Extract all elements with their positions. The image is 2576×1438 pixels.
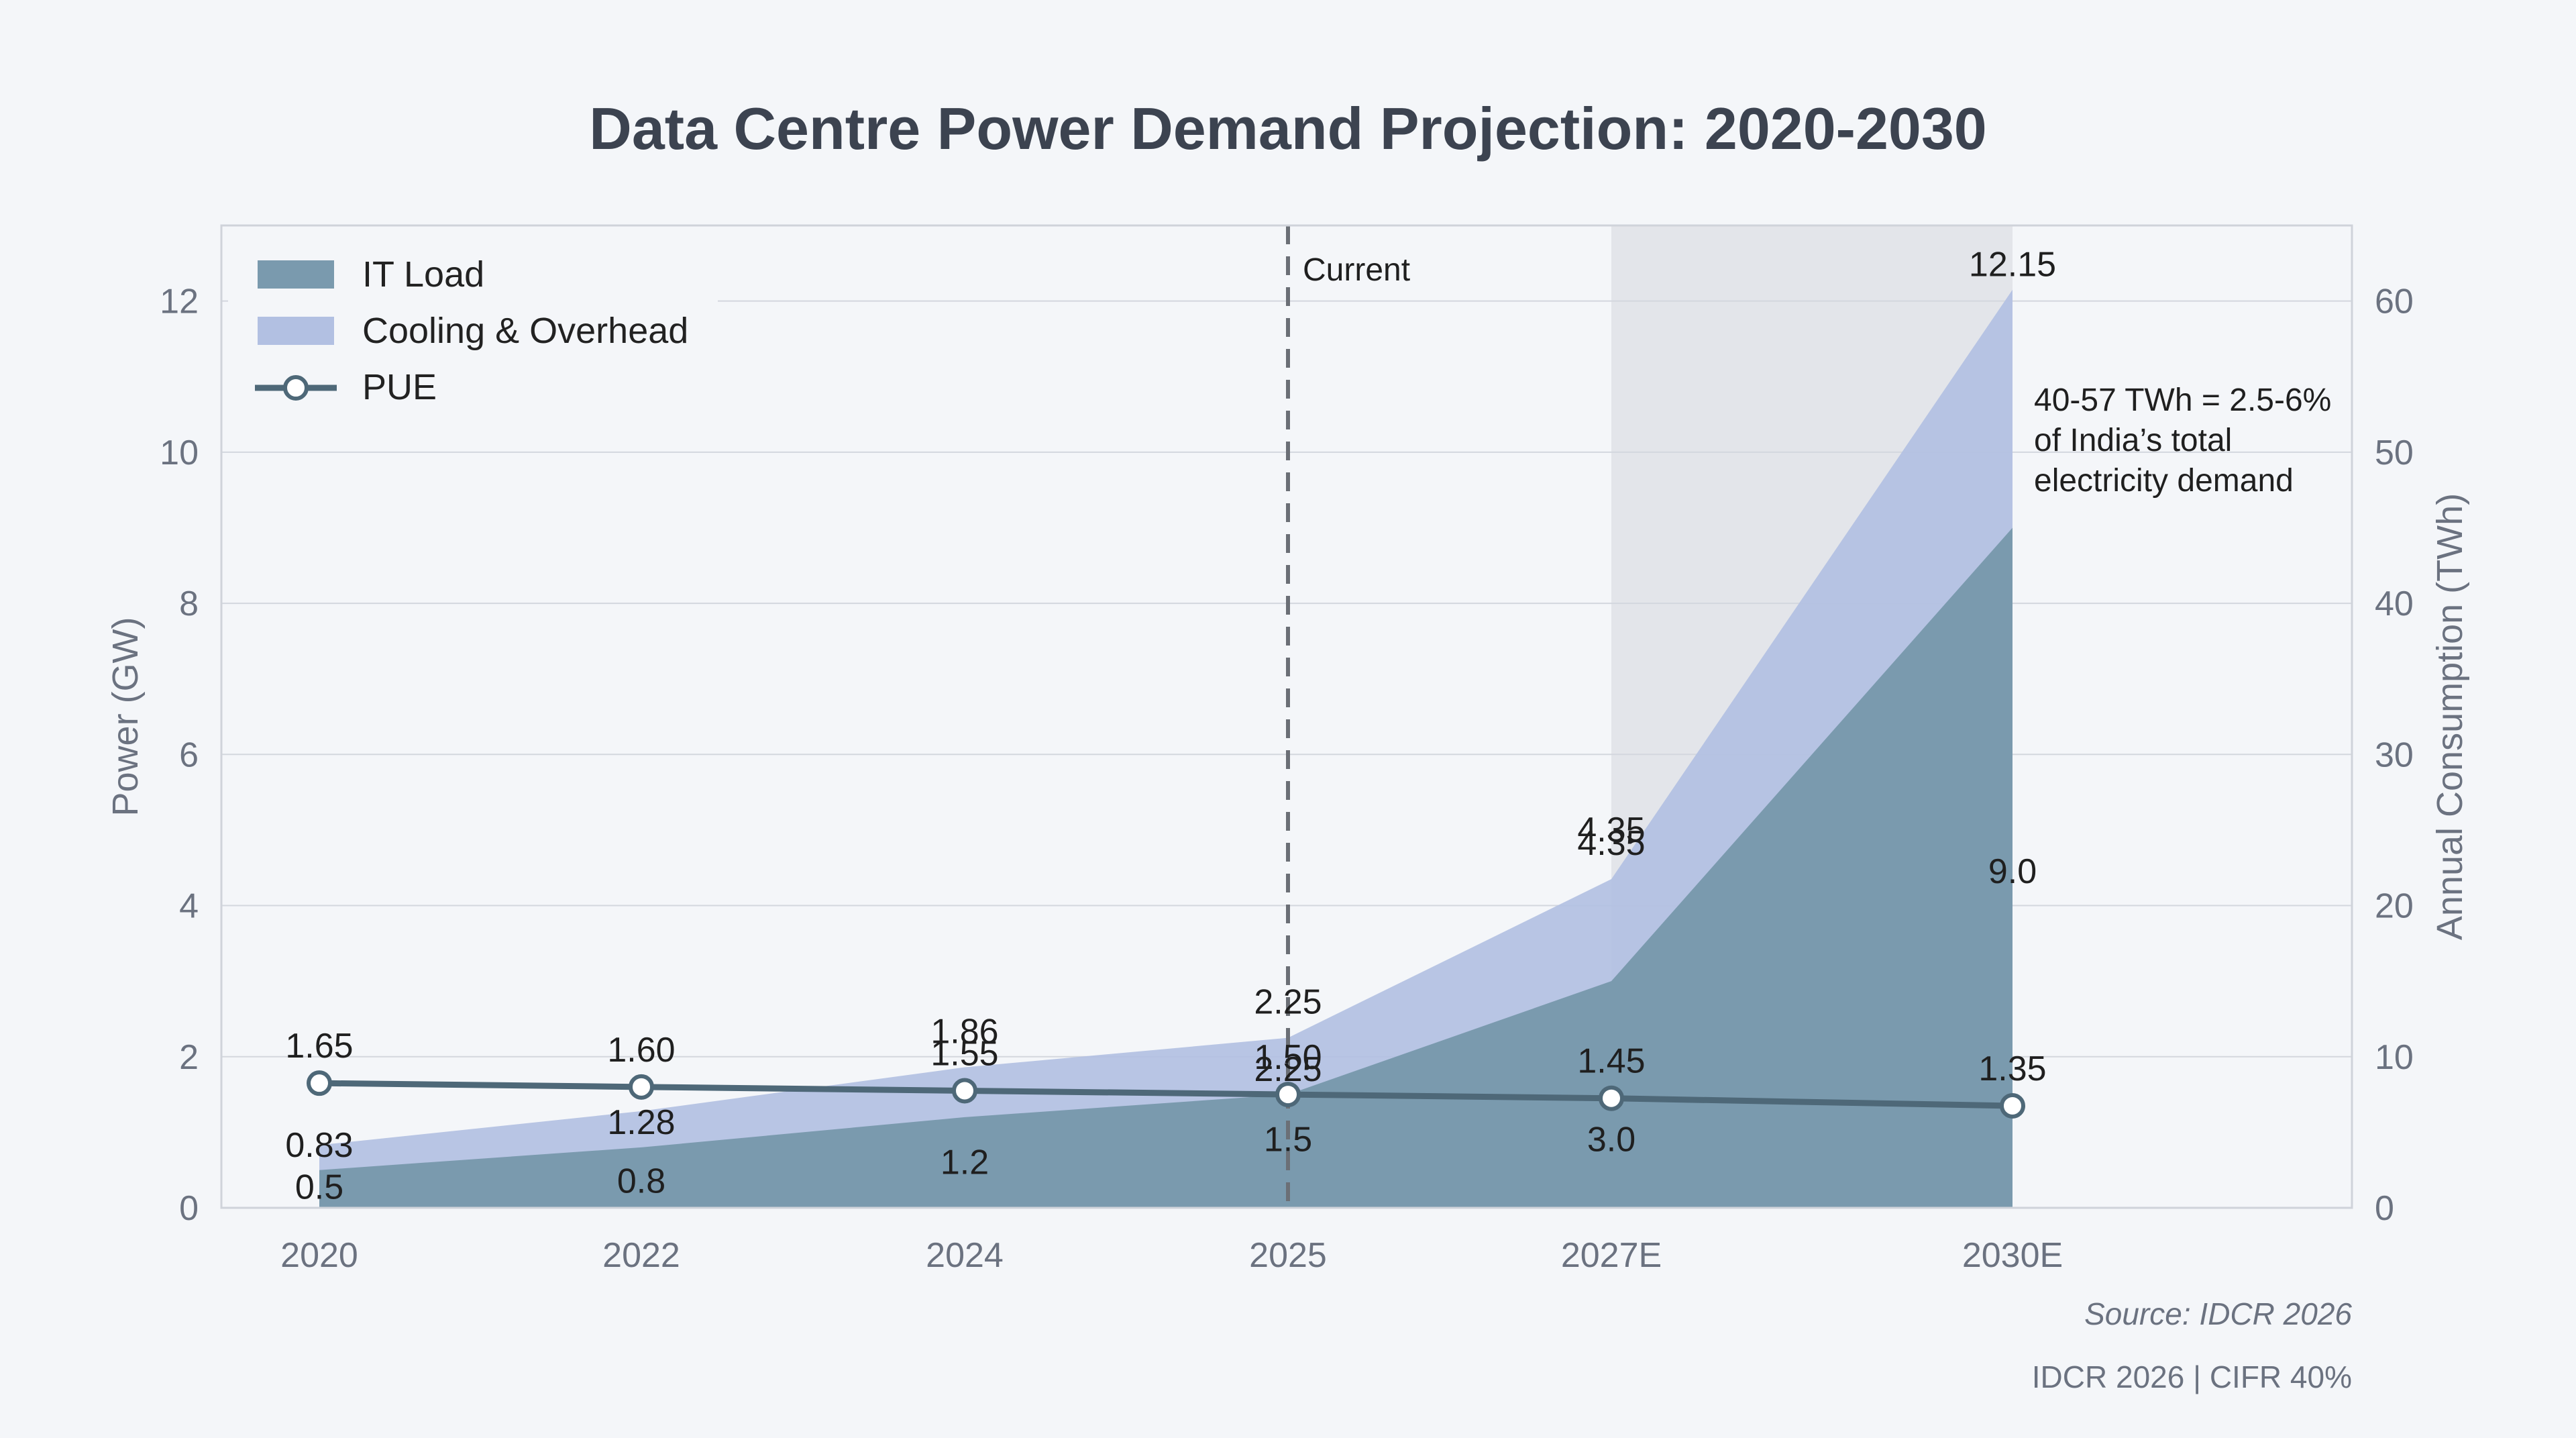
y-right-axis-title: Annual Consumption (TWh) — [2430, 493, 2470, 940]
y-right-tick-label: 10 — [2375, 1038, 2414, 1077]
cooling-mid-label: 4.35 — [1577, 811, 1645, 850]
y-tick-label: 10 — [160, 433, 199, 472]
legend-label-pue: PUE — [362, 367, 437, 407]
pue-value-label: 1.65 — [285, 1027, 353, 1066]
pue-line-series — [307, 1070, 2025, 1119]
x-tick-label: 2024 — [926, 1236, 1004, 1275]
x-tick-label: 2030E — [1962, 1236, 2063, 1275]
plot-frame — [220, 224, 2353, 1209]
cooling-total-label: 2.25 — [1254, 983, 1322, 1022]
cooling-total-label: 0.83 — [285, 1126, 353, 1165]
y-right-tick-label: 60 — [2375, 283, 2414, 321]
pue-value-label: 1.60 — [607, 1031, 675, 1070]
pue-point — [1275, 1082, 1301, 1108]
axes: 0 2 4 6 8 10 12 0 10 20 30 40 50 60 2020 2022 2024 2025 20… — [105, 224, 2470, 1275]
it-load-label: 1.2 — [941, 1143, 989, 1182]
legend-marker-pue — [283, 375, 309, 401]
cooling-total-label: 4.35 — [1577, 824, 1645, 863]
x-tick-label: 2027E — [1561, 1236, 1662, 1275]
y-tick-label: 0 — [179, 1189, 199, 1228]
y-tick-label: 12 — [160, 283, 199, 321]
legend-label-it-load: IT Load — [362, 254, 484, 295]
pue-point — [1599, 1085, 1624, 1111]
x-tick-label: 2020 — [280, 1236, 358, 1275]
current-label: Current — [1303, 252, 1410, 288]
y-right-tick-label: 40 — [2375, 584, 2414, 623]
pue-point — [2000, 1092, 2025, 1119]
pue-point — [952, 1078, 977, 1104]
source-note: Source: IDCR 2026 — [2084, 1296, 2352, 1331]
legend-swatch-it-load — [258, 260, 334, 289]
cooling-total-label: 12.15 — [1969, 246, 2056, 285]
data-labels: 1.65 1.60 1.55 1.50 1.45 1.35 0.83 1.28 1.86 2.25… — [285, 246, 2056, 1207]
y-tick-label: 6 — [179, 735, 199, 774]
pue-value-label: 1.35 — [1978, 1049, 2046, 1088]
footer-note: IDCR 2026 | CIFR 40% — [2032, 1359, 2352, 1394]
pue-value-label: 1.55 — [930, 1034, 998, 1073]
current-marker: Current — [1286, 225, 1410, 1208]
legend-label-cooling: Cooling & Overhead — [362, 311, 688, 351]
y-tick-label: 4 — [179, 887, 199, 926]
pue-value-label: 1.50 — [1254, 1038, 1322, 1077]
note-line-3: electricity demand — [2034, 463, 2294, 499]
x-tick-label: 2025 — [1249, 1236, 1327, 1275]
y-right-tick-label: 20 — [2375, 887, 2414, 926]
note-line-2: of India’s total — [2034, 423, 2232, 458]
it-load-label: 0.5 — [295, 1168, 343, 1206]
x-tick-label: 2022 — [602, 1236, 680, 1275]
cooling-mid-label: 2.25 — [1254, 1050, 1322, 1089]
it-load-label: 3.0 — [1587, 1121, 1635, 1160]
y-axis-title: Power (GW) — [105, 617, 146, 817]
it-load-label: 1.5 — [1264, 1121, 1312, 1160]
legend-swatch-cooling — [258, 317, 334, 345]
area-it-load — [319, 527, 2012, 1208]
y-tick-label: 2 — [179, 1038, 199, 1077]
pue-value-label: 1.45 — [1577, 1042, 1645, 1081]
pue-line — [319, 1080, 2013, 1109]
consumption-note: 40-57 TWh = 2.5-6% of India’s total elec… — [2034, 382, 2331, 499]
y-right-tick-label: 50 — [2375, 433, 2414, 472]
area-cooling-overhead — [319, 289, 2012, 1208]
y-right-tick-label: 0 — [2375, 1189, 2394, 1228]
it-load-label: 0.8 — [617, 1162, 665, 1200]
cooling-total-label: 1.28 — [607, 1103, 675, 1142]
legend: IT Load Cooling & Overhead PUE — [228, 240, 718, 442]
area-series — [319, 289, 2012, 1208]
pue-point — [629, 1074, 654, 1100]
note-line-1: 40-57 TWh = 2.5-6% — [2034, 382, 2331, 418]
it-load-label: 9.0 — [1988, 852, 2037, 891]
y-tick-label: 8 — [179, 584, 199, 623]
pue-point — [307, 1070, 332, 1096]
y-right-tick-label: 30 — [2375, 735, 2414, 774]
chart-title: Data Centre Power Demand Projection: 202… — [589, 95, 1986, 162]
cooling-total-label: 1.86 — [930, 1013, 998, 1051]
